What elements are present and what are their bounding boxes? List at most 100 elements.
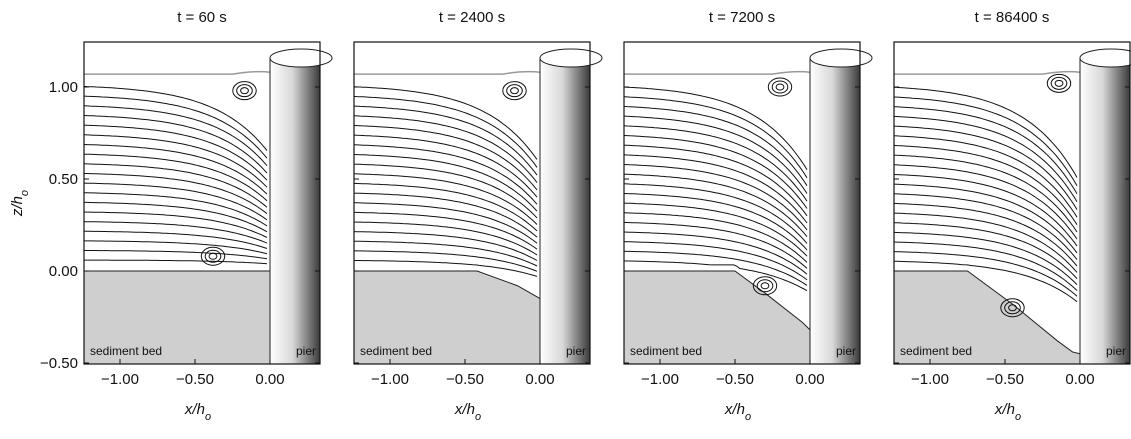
streamline bbox=[623, 86, 808, 170]
pier bbox=[809, 57, 861, 365]
streamline bbox=[623, 193, 808, 251]
streamline bbox=[353, 125, 538, 191]
streamline bbox=[893, 222, 1078, 279]
eddy bbox=[208, 252, 218, 260]
streamline bbox=[83, 211, 268, 238]
x-tick-label: 0.00 bbox=[795, 371, 824, 388]
streamline bbox=[83, 115, 268, 174]
x-tick-label: 0.00 bbox=[1065, 371, 1094, 388]
streamline bbox=[623, 135, 808, 209]
y-tick-label: 1.00 bbox=[49, 79, 78, 96]
streamline bbox=[623, 125, 808, 202]
streamline bbox=[83, 163, 268, 208]
streamline bbox=[893, 241, 1078, 291]
streamline bbox=[353, 221, 538, 256]
pier-top bbox=[269, 48, 333, 68]
eddy bbox=[760, 282, 770, 290]
streamline bbox=[353, 95, 538, 168]
panel: t = 60 s sediment bed pier 1.00 0.50 0.00 −0.5… bbox=[40, 9, 333, 423]
eddy bbox=[1004, 301, 1021, 315]
streamline bbox=[83, 124, 268, 181]
streamline bbox=[623, 144, 808, 217]
x-axis-label-main: x/h bbox=[184, 401, 205, 418]
pier bbox=[269, 57, 321, 365]
x-axis-label: x/ho bbox=[994, 401, 1021, 423]
streamline bbox=[893, 193, 1078, 260]
streamline bbox=[353, 134, 538, 198]
x-tick-label: 0.00 bbox=[525, 371, 554, 388]
streamline bbox=[83, 105, 268, 167]
eddy bbox=[204, 249, 222, 263]
bed-label: sediment bed bbox=[630, 344, 702, 358]
streamline bbox=[893, 202, 1078, 267]
streamline bbox=[353, 202, 538, 244]
panel: t = 7200 s sediment bed pier −1.00 −0.50 0.00… bbox=[623, 9, 873, 423]
x-tick-label: −0.50 bbox=[716, 371, 754, 388]
streamline bbox=[83, 95, 268, 159]
streamline bbox=[893, 164, 1078, 240]
x-axis-label-sub: o bbox=[1015, 411, 1021, 423]
y-tick-label: 0.50 bbox=[49, 171, 78, 188]
x-axis-label-main: x/h bbox=[994, 401, 1015, 418]
eddy bbox=[1008, 304, 1017, 312]
pier bbox=[539, 57, 591, 365]
streamline bbox=[623, 154, 808, 224]
streamline bbox=[893, 154, 1078, 233]
x-tick-label: −1.00 bbox=[371, 371, 409, 388]
plot-frame bbox=[893, 41, 1131, 365]
streamline bbox=[623, 164, 808, 231]
bed-label: sediment bed bbox=[90, 344, 162, 358]
panel: t = 86400 s sediment bed pier −1.00 −0.50 0.0… bbox=[893, 9, 1131, 423]
eddy bbox=[1054, 79, 1064, 87]
panel-title: t = 86400 s bbox=[975, 9, 1050, 26]
panel: t = 2400 s sediment bed pier −1.00 −0.50 0.00… bbox=[353, 9, 603, 423]
streamline bbox=[624, 241, 808, 281]
streamline bbox=[83, 230, 268, 249]
pier bbox=[1079, 57, 1131, 365]
streamline bbox=[84, 240, 268, 255]
streamline bbox=[353, 144, 538, 205]
streamline bbox=[893, 174, 1078, 247]
x-tick-label: −0.50 bbox=[446, 371, 484, 388]
streamline bbox=[84, 259, 268, 265]
pier-top bbox=[809, 48, 873, 68]
streamline bbox=[623, 260, 808, 292]
x-axis-label: x/ho bbox=[184, 401, 211, 423]
panel-title: t = 60 s bbox=[177, 9, 227, 26]
streamline bbox=[893, 212, 1078, 273]
streamline bbox=[623, 221, 808, 269]
plot-frame bbox=[353, 41, 591, 365]
streamline bbox=[353, 240, 538, 267]
eddy bbox=[232, 81, 257, 101]
streamline bbox=[893, 135, 1078, 218]
water-surface bbox=[84, 70, 271, 75]
streamline bbox=[893, 183, 1078, 254]
streamline bbox=[623, 231, 808, 275]
bed-label: sediment bed bbox=[900, 344, 972, 358]
eddy bbox=[756, 279, 774, 293]
x-axis-label: x/ho bbox=[724, 401, 751, 423]
eddy bbox=[1000, 298, 1025, 318]
streamline bbox=[623, 105, 808, 186]
pier-label: pier bbox=[296, 344, 316, 358]
streamline bbox=[353, 192, 538, 238]
eddy bbox=[752, 276, 778, 296]
x-axis-label-sub: o bbox=[205, 411, 211, 423]
streamline bbox=[353, 182, 538, 232]
streamline bbox=[83, 192, 268, 227]
panel-title: t = 7200 s bbox=[709, 9, 775, 26]
eddy bbox=[767, 77, 793, 97]
streamline bbox=[83, 134, 268, 188]
eddy bbox=[775, 83, 785, 91]
x-tick-label: −1.00 bbox=[911, 371, 949, 388]
streamline bbox=[353, 154, 538, 212]
eddy bbox=[236, 84, 253, 98]
x-tick-label: −0.50 bbox=[176, 371, 214, 388]
x-axis-label: x/ho bbox=[454, 401, 481, 423]
streamline bbox=[893, 86, 1078, 178]
eddy bbox=[1046, 73, 1072, 93]
pier-label: pier bbox=[566, 344, 586, 358]
bed-label: sediment bed bbox=[360, 344, 432, 358]
streamline bbox=[354, 260, 538, 277]
